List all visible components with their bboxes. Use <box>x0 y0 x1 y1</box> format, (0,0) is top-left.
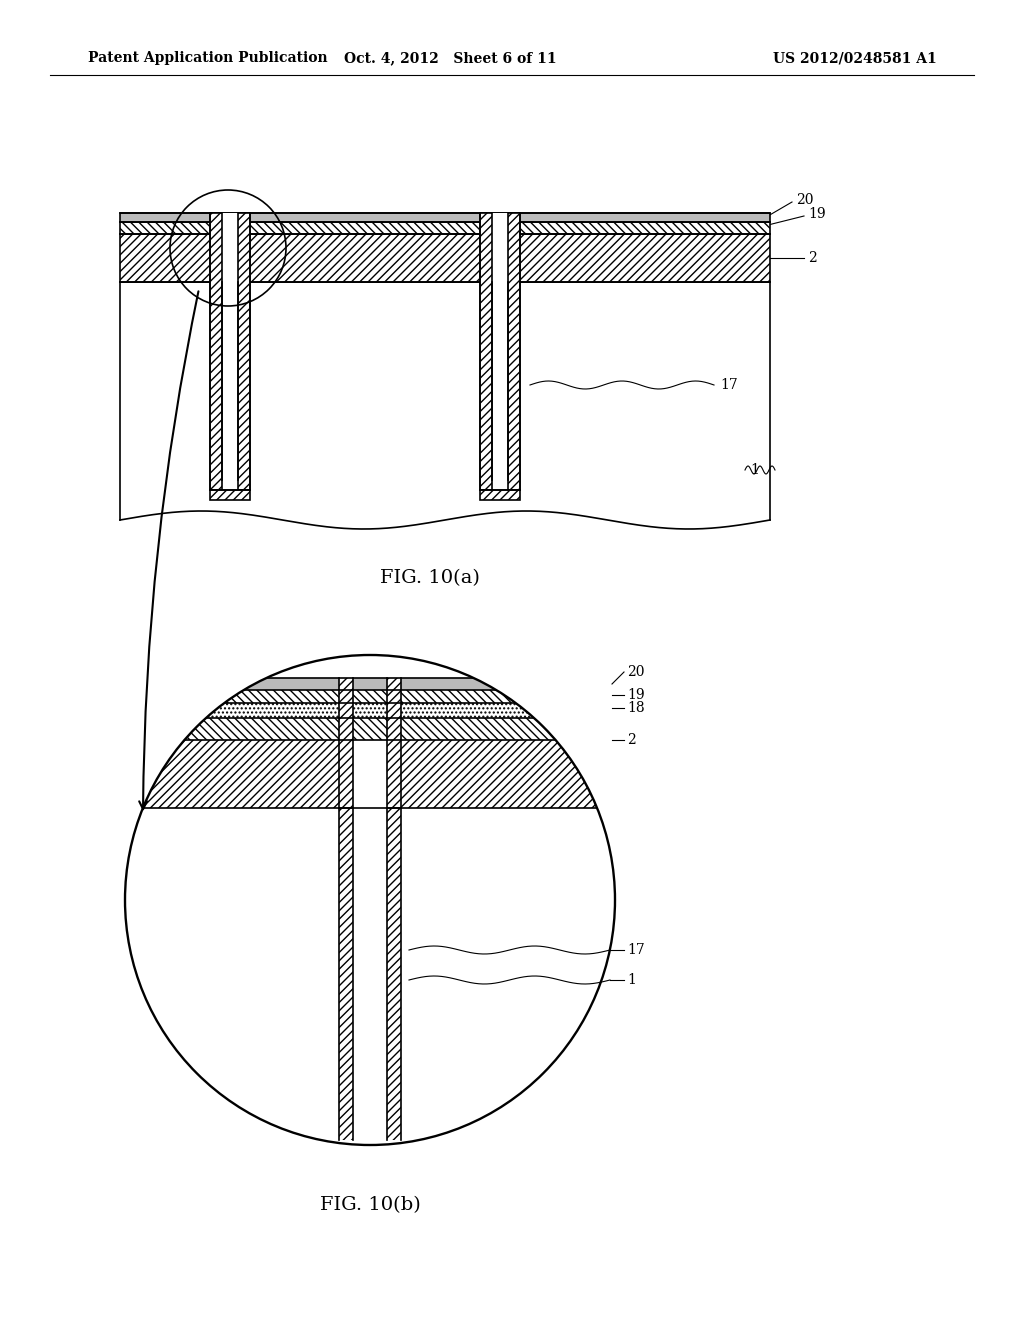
Bar <box>210 490 250 500</box>
Bar <box>125 704 615 718</box>
Bar <box>125 718 615 741</box>
Bar <box>353 808 387 1140</box>
Bar <box>210 213 222 490</box>
Text: FIG. 10(a): FIG. 10(a) <box>380 569 480 587</box>
Text: 1: 1 <box>750 463 759 477</box>
Text: 20: 20 <box>796 193 813 207</box>
Bar <box>125 690 615 704</box>
Text: 17: 17 <box>720 378 737 392</box>
Bar <box>387 678 401 1140</box>
Bar <box>125 808 615 1073</box>
Text: 19: 19 <box>627 688 645 702</box>
Text: 20: 20 <box>627 665 644 678</box>
Bar <box>480 213 492 490</box>
Text: FIG. 10(b): FIG. 10(b) <box>319 1196 421 1214</box>
Bar <box>125 678 615 690</box>
Bar <box>238 213 250 490</box>
Circle shape <box>125 655 615 1144</box>
Text: US 2012/0248581 A1: US 2012/0248581 A1 <box>773 51 937 65</box>
Text: Patent Application Publication: Patent Application Publication <box>88 51 328 65</box>
Text: Oct. 4, 2012   Sheet 6 of 11: Oct. 4, 2012 Sheet 6 of 11 <box>344 51 556 65</box>
Text: 18: 18 <box>627 701 645 715</box>
Bar <box>353 741 387 808</box>
Bar <box>508 213 520 490</box>
Bar <box>120 282 770 520</box>
Text: 2: 2 <box>808 251 817 265</box>
Bar <box>480 490 520 500</box>
Text: 1: 1 <box>627 973 636 987</box>
Bar <box>339 678 353 1140</box>
Bar <box>210 213 250 490</box>
Text: 2: 2 <box>627 733 636 747</box>
Bar <box>120 234 770 282</box>
Bar <box>120 213 770 222</box>
Bar <box>480 213 520 490</box>
Bar <box>125 741 615 808</box>
Bar <box>120 222 770 234</box>
Text: 19: 19 <box>808 207 825 220</box>
Text: 17: 17 <box>627 942 645 957</box>
